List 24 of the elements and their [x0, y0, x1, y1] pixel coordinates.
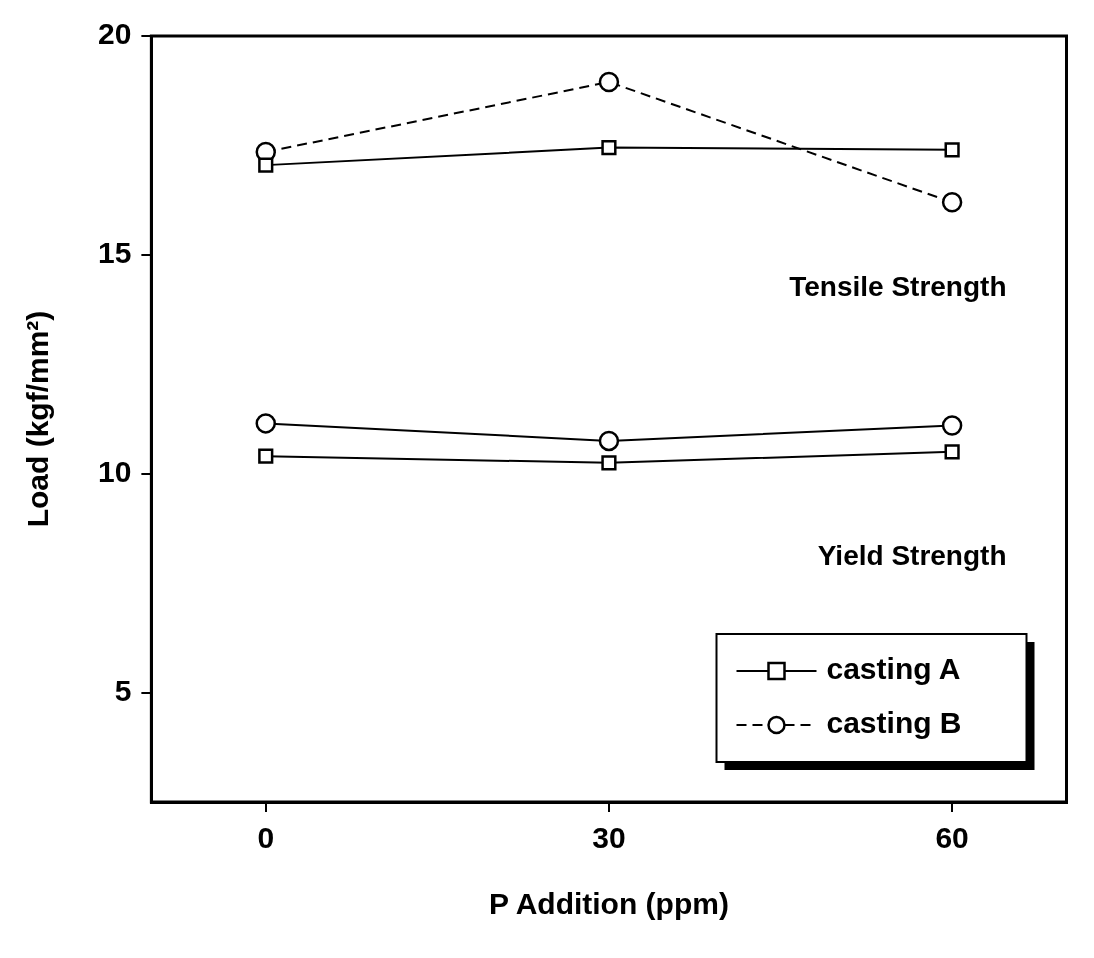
point	[941, 415, 963, 436]
point	[258, 157, 274, 173]
annotation: Yield Strength	[817, 539, 1007, 571]
point	[941, 192, 963, 213]
legend-label: casting A	[826, 652, 961, 686]
point	[944, 444, 960, 460]
point	[598, 71, 620, 93]
point	[598, 430, 620, 452]
point	[601, 140, 617, 156]
x-tick-label: 0	[257, 821, 275, 855]
legend-label: casting B	[826, 706, 962, 740]
point	[255, 413, 277, 434]
point	[944, 142, 960, 158]
y-axis-title: Load (kgf/mm²)	[21, 310, 55, 528]
y-tick-label: 15	[97, 236, 132, 270]
y-tick-label: 20	[97, 17, 132, 51]
x-tick-label: 30	[592, 821, 626, 855]
annotation: Tensile Strength	[789, 271, 1007, 303]
point	[601, 455, 617, 471]
y-tick-label: 5	[114, 673, 132, 707]
x-axis-title: P Addition (ppm)	[488, 887, 729, 921]
point	[258, 448, 274, 464]
x-tick-label: 60	[935, 821, 969, 855]
y-tick-label: 10	[97, 454, 132, 488]
